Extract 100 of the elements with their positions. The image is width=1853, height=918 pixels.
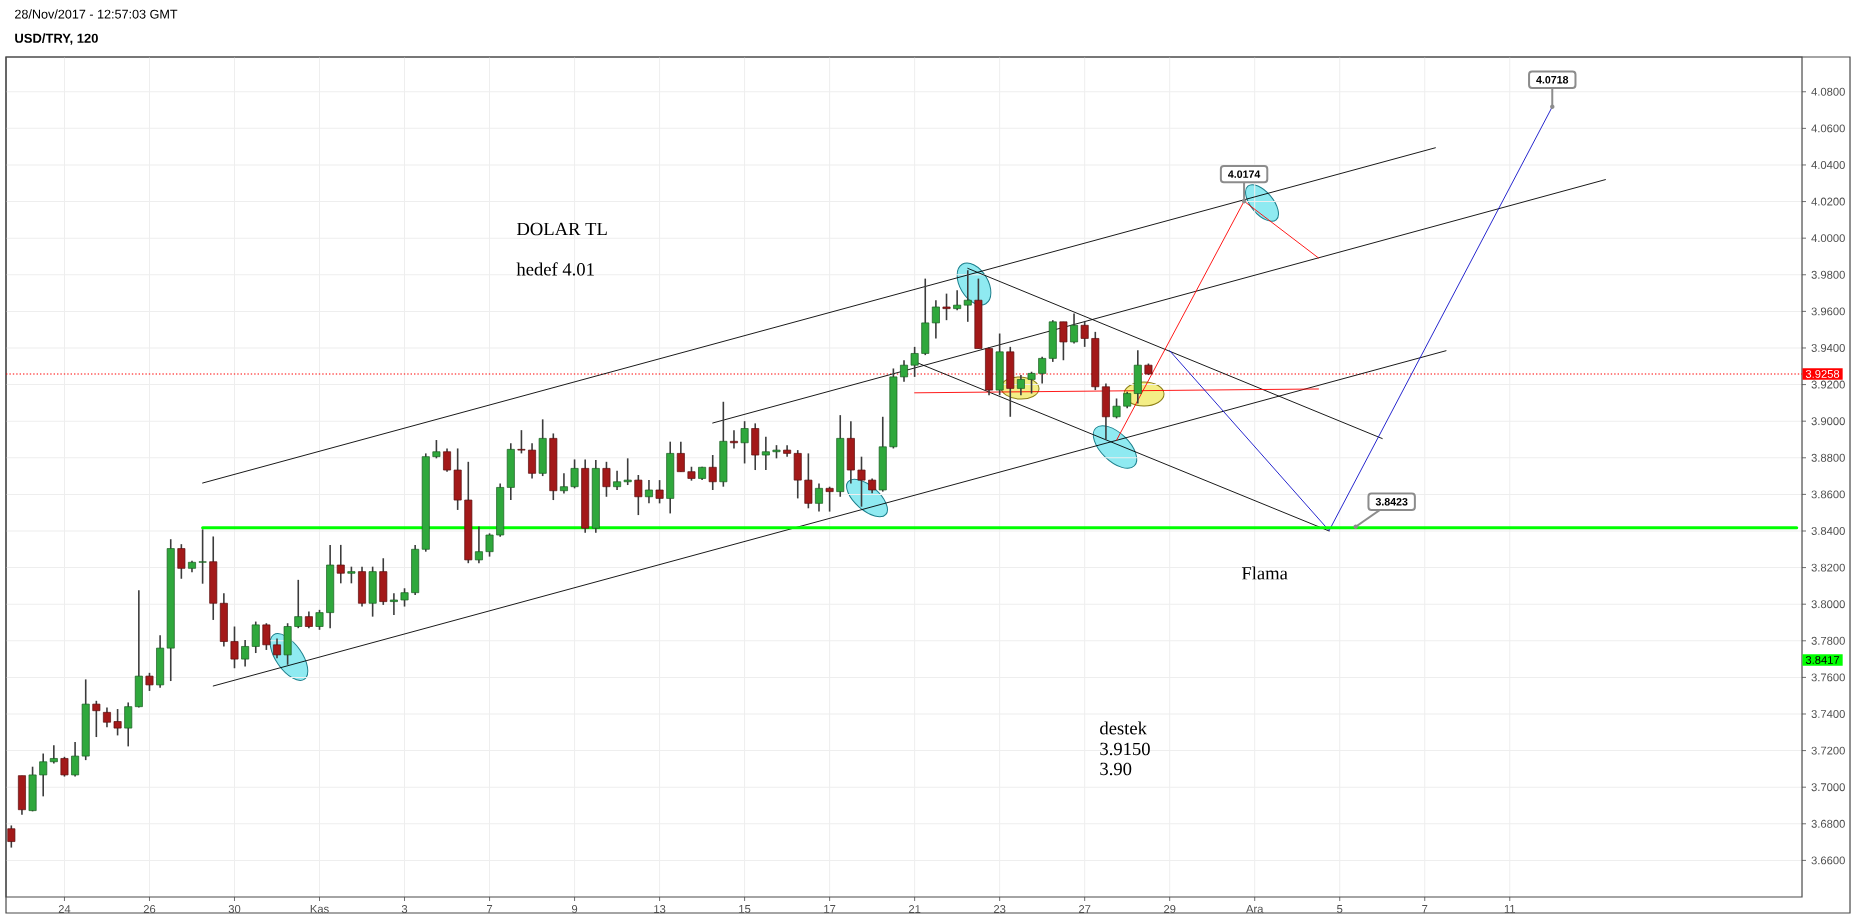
y-tick-label: 4.0400 [1811,161,1845,169]
candlestick [71,741,80,778]
candlestick [655,479,664,505]
x-tick-label: 13 [654,905,666,913]
candlestick [804,452,813,510]
candlestick [708,454,717,491]
annotation: 3.9150 [1100,742,1150,756]
candlestick [559,472,568,495]
y-tick-label: 3.8000 [1811,600,1845,609]
y-tick-label: 4.0800 [1811,87,1845,96]
chart-title: USD/TRY, 120 [15,33,98,45]
text: 28/Nov/2017 - 12:57:03 GMT [15,9,178,19]
x-tick-label: 23 [993,905,1006,913]
candlestick [676,440,685,473]
annotation: 3.90 [1100,762,1132,776]
ref-line-label: 3.9258 [1805,370,1840,378]
annotation: destek [1100,721,1147,735]
candlestick [1070,312,1079,345]
candlestick [825,485,834,513]
candlestick [92,700,101,738]
text: 3.8417 [1805,656,1840,664]
candlestick [315,609,324,631]
y-tick-label: 3.7800 [1811,636,1845,645]
y-tick-label: 4.0000 [1811,234,1845,243]
candlestick [910,346,919,378]
y-tick-label: 3.9000 [1811,417,1845,426]
candlestick [485,532,494,558]
x-tick-label: 9 [571,905,578,913]
y-tick-label: 3.7400 [1811,710,1845,718]
y-tick-label: 4.0200 [1811,197,1845,206]
x-tick-label: 26 [143,905,156,913]
candlestick [39,752,48,798]
candlestick [198,528,207,585]
candlestick [443,447,451,473]
y-tick-label: 3.9600 [1811,307,1845,316]
candlestick [1038,355,1047,385]
candlestick [570,458,579,490]
candlestick [113,708,122,737]
x-tick-label: 24 [58,905,71,913]
y-tick-label: 3.8200 [1811,563,1845,572]
candlestick [432,439,441,460]
candlestick [963,269,972,323]
x-tick-label: 11 [1504,905,1516,913]
candlestick [251,620,260,654]
candlestick [145,672,154,692]
y-tick-label: 3.6800 [1811,819,1845,828]
candlestick [857,455,866,508]
candlestick [644,479,653,505]
candlestick [1027,370,1036,395]
y-tick-label: 4.0600 [1811,124,1845,133]
candlestick [623,457,632,486]
candlestick [931,299,940,340]
x-tick-label: 17 [824,905,836,913]
x-tick-label: 3 [401,905,408,913]
candlestick [953,289,962,312]
annotation: Flama [1241,566,1288,580]
candlestick [60,756,69,778]
annotation: 3.8423 [1375,498,1408,506]
x-tick-label: 7 [1422,905,1428,913]
candlestick [730,429,738,450]
candlestick [273,637,281,659]
x-tick-label: 5 [1337,905,1343,913]
x-tick-label: 15 [739,905,751,913]
y-tick-label: 3.9400 [1811,344,1845,352]
y-tick-label: 3.8600 [1811,490,1845,499]
candlestick [613,469,622,491]
y-tick-label: 3.7200 [1811,746,1845,755]
x-tick-label: 7 [487,905,493,913]
candlestick [7,824,16,849]
annotation: hedef 4.01 [516,262,594,276]
candlestick [1080,321,1089,348]
y-tick-label: 3.6600 [1811,856,1845,865]
annotation: 4.0718 [1536,76,1569,84]
candlestick [1016,374,1025,396]
y-tick-label: 3.8400 [1811,527,1845,535]
candlestick [177,543,186,580]
candlestick [262,622,271,651]
y-tick-label: 3.9800 [1811,270,1845,279]
x-tick-label: 21 [908,905,921,913]
candlestick [400,587,409,608]
candlestick [474,525,483,564]
candlestick [602,461,611,498]
candlestick [124,701,133,748]
candlestick [294,579,303,629]
candlestick [336,544,345,585]
x-tick-label: Ara [1246,905,1264,913]
candlestick [517,429,526,455]
y-tick-label: 3.9200 [1811,380,1845,389]
y-tick-label: 3.7000 [1811,783,1845,792]
annotation: 4.0174 [1228,170,1261,178]
y-tick-label: 3.7600 [1811,673,1845,682]
candlestick [1112,397,1121,420]
x-tick-label: 27 [1079,905,1091,913]
candlestick [230,625,239,670]
annotation: DOLAR TL [516,222,607,236]
candlestick [389,592,398,616]
x-tick-label: 30 [228,905,241,913]
candlestick [942,292,951,321]
x-tick-label: Kas [310,905,329,913]
candlestick [740,420,749,465]
